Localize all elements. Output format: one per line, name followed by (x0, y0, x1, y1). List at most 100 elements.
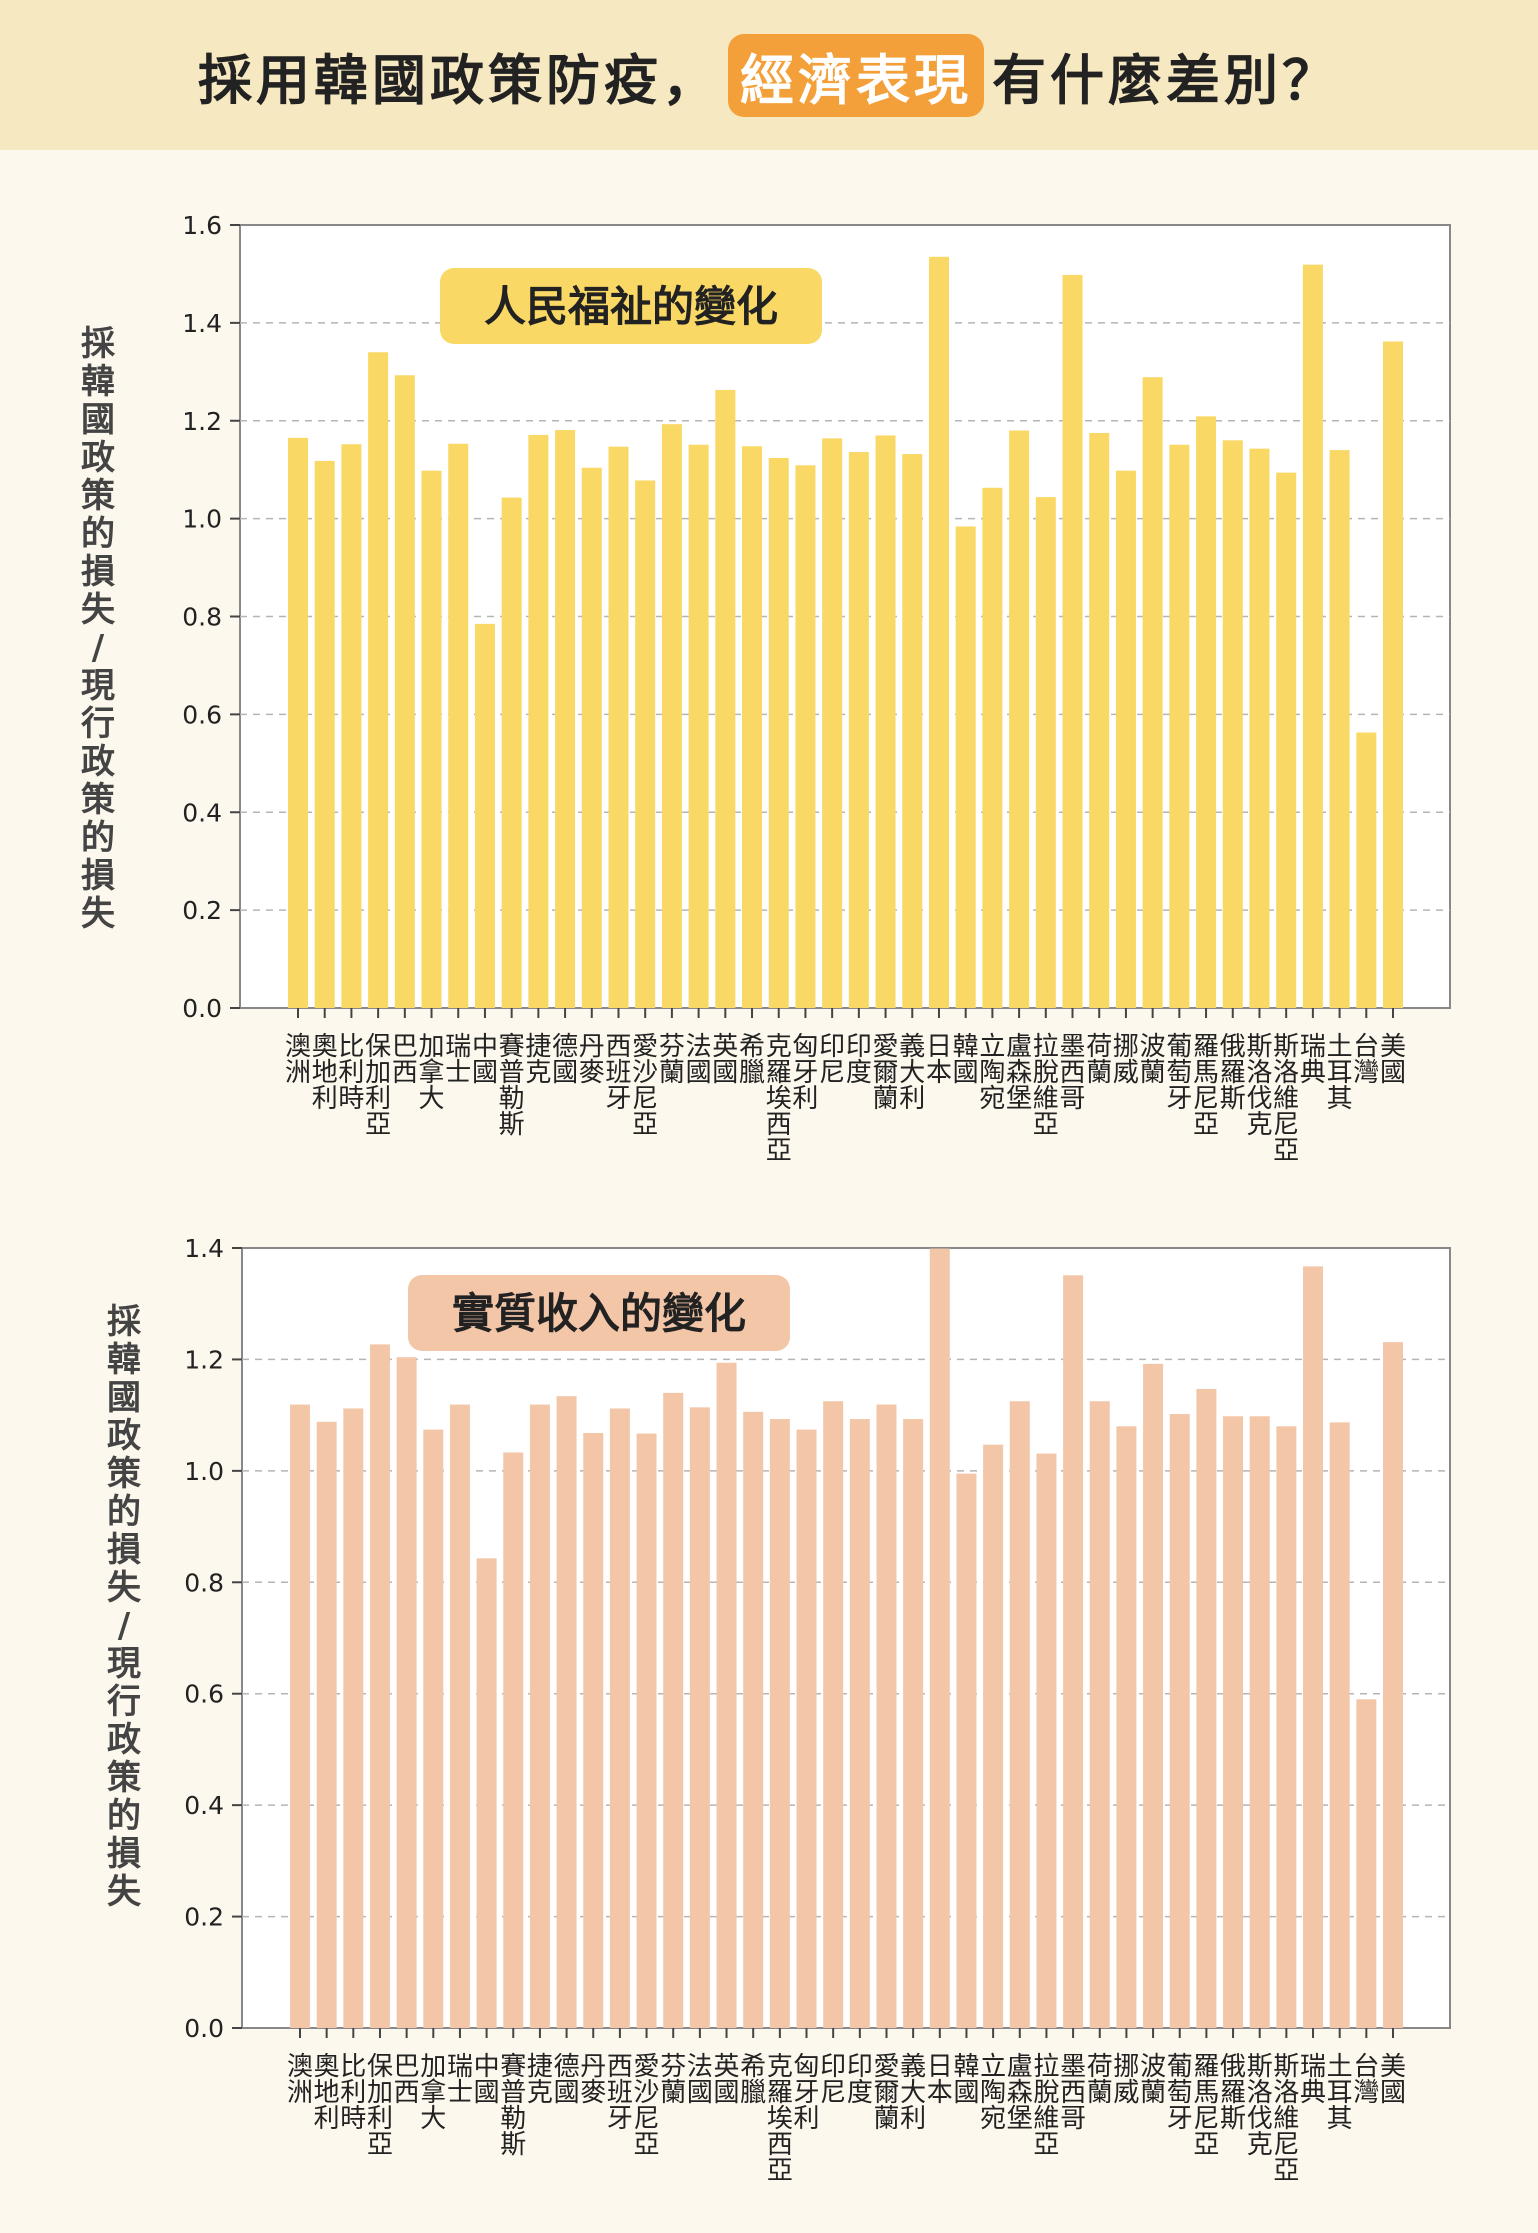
bar (448, 443, 469, 1008)
y-tick-label: 0.2 (184, 1903, 224, 1932)
x-tick-label: 賽普勒斯 (500, 2052, 526, 2160)
x-tick-label: 印尼 (820, 2052, 846, 2108)
bar (581, 467, 602, 1009)
x-tick-label: 英國 (714, 2052, 740, 2108)
bar (1036, 1453, 1057, 2028)
x-tick-label: 保加利亞 (367, 2052, 393, 2160)
y-tick-label: 1.2 (184, 1345, 224, 1374)
x-tick-label: 斯洛維尼亞 (1273, 2052, 1299, 2186)
bar (875, 435, 896, 1008)
bar (1329, 450, 1350, 1008)
bar (1143, 1363, 1164, 2028)
y-tick-label: 0.2 (182, 896, 222, 925)
x-tick-label: 美國 (1380, 1032, 1406, 1088)
bar (1142, 377, 1163, 1008)
bar (1196, 416, 1217, 1009)
bar (743, 1411, 764, 2028)
x-tick-label: 丹麥 (580, 2052, 606, 2108)
x-tick-label: 愛沙尼亞 (632, 1032, 658, 1140)
x-tick-label: 捷克 (525, 1032, 551, 1088)
y-tick-label: 1.0 (184, 1457, 224, 1486)
x-tick-label: 德國 (552, 1032, 578, 1088)
bar (1356, 1699, 1377, 2028)
bar (849, 1419, 870, 2028)
bar (449, 1404, 470, 2028)
x-tick-label: 俄羅斯 (1220, 1032, 1246, 1114)
bar (343, 1408, 364, 2028)
x-tick-label: 義大利 (899, 1032, 925, 1114)
y-tick-label: 0.8 (182, 603, 222, 632)
y-tick-label: 1.0 (182, 505, 222, 534)
x-tick-label: 挪威 (1113, 1032, 1139, 1088)
x-tick-label: 巴西 (394, 2052, 420, 2108)
y-tick-label: 0.4 (184, 1791, 224, 1820)
x-tick-label: 巴西 (392, 1032, 418, 1088)
x-tick-label: 芬蘭 (659, 1032, 685, 1088)
x-tick-label: 義大利 (900, 2052, 926, 2134)
x-tick-label: 印度 (846, 1032, 872, 1088)
bar (822, 438, 843, 1008)
bar (396, 1357, 417, 2028)
bar (1383, 1342, 1403, 2028)
x-tick-label: 瑞典 (1300, 2052, 1326, 2108)
x-tick-label: 希臘 (740, 2052, 766, 2108)
x-tick-label: 瑞典 (1300, 1032, 1326, 1088)
bar (314, 460, 335, 1008)
x-tick-label: 奧地利 (312, 1032, 338, 1114)
bar (1089, 432, 1110, 1008)
x-tick-label: 匈牙利 (792, 1032, 818, 1114)
bar (529, 1404, 550, 2028)
x-tick-label: 賽普勒斯 (499, 1032, 525, 1140)
x-tick-label: 羅馬尼亞 (1193, 2052, 1219, 2160)
bar (503, 1452, 524, 2028)
bar (768, 457, 789, 1008)
bar (983, 1444, 1004, 2028)
y-tick-label: 0.6 (182, 700, 222, 729)
bar (1303, 1266, 1324, 2028)
bar (1115, 470, 1136, 1008)
bar (369, 1344, 390, 2028)
bar (688, 444, 709, 1008)
bar (290, 1404, 310, 2028)
x-tick-label: 土耳其 (1327, 2052, 1353, 2134)
x-tick-label: 保加利亞 (365, 1032, 391, 1140)
x-tick-label: 韓國 (953, 1032, 979, 1088)
x-tick-label: 澳洲 (287, 2052, 313, 2108)
y-tick-label: 0.6 (184, 1680, 224, 1709)
x-tick-label: 日本 (926, 1032, 952, 1088)
bar (608, 446, 629, 1008)
x-tick-label: 葡萄牙 (1167, 2052, 1193, 2134)
x-tick-label: 加拿大 (420, 2052, 446, 2134)
bar (956, 1473, 977, 2028)
bar (341, 444, 362, 1008)
bar (1009, 430, 1030, 1009)
bar (955, 526, 976, 1008)
bar (742, 446, 763, 1008)
x-tick-label: 斯洛伐克 (1247, 2052, 1273, 2160)
real-income-chart: 0.0 0.2 0.4 0.6 0.8 1.0 1.2 1.4 澳洲奧地利比利時保加利亞巴西加拿… (107, 1234, 1451, 2186)
x-tick-label: 拉脫維亞 (1033, 1032, 1059, 1140)
bar (555, 430, 576, 1009)
bar (528, 434, 549, 1008)
x-tick-label: 台灣 (1353, 1032, 1379, 1088)
bar (1276, 472, 1297, 1008)
bar (635, 480, 656, 1008)
x-tick-label: 英國 (712, 1032, 738, 1088)
bar (1223, 1416, 1244, 2028)
bar (556, 1396, 577, 2028)
x-tick-label: 美國 (1380, 2052, 1406, 2108)
x-tick-label: 中國 (474, 2052, 500, 2108)
x-tick-label: 羅馬尼亞 (1193, 1032, 1219, 1140)
bar (796, 1429, 817, 2028)
bar (876, 1404, 897, 2028)
x-tick-label: 克羅埃西亞 (766, 1032, 792, 1166)
bar (1249, 1416, 1270, 2028)
bar (663, 1392, 684, 2028)
y-axis-label: 採韓國政策的損失/現行政策的損失 (81, 324, 116, 934)
bar (476, 1558, 497, 2028)
bar (902, 454, 923, 1009)
bar (1009, 1401, 1030, 2028)
welfare-chart: 0.0 0.2 0.4 0.6 0.8 1.0 1.2 1.4 1.6 澳洲奧地利比利時保加利亞巴… (81, 211, 1451, 1166)
x-tick-label: 澳洲 (285, 1032, 311, 1088)
y-tick-label: 1.2 (182, 407, 222, 436)
